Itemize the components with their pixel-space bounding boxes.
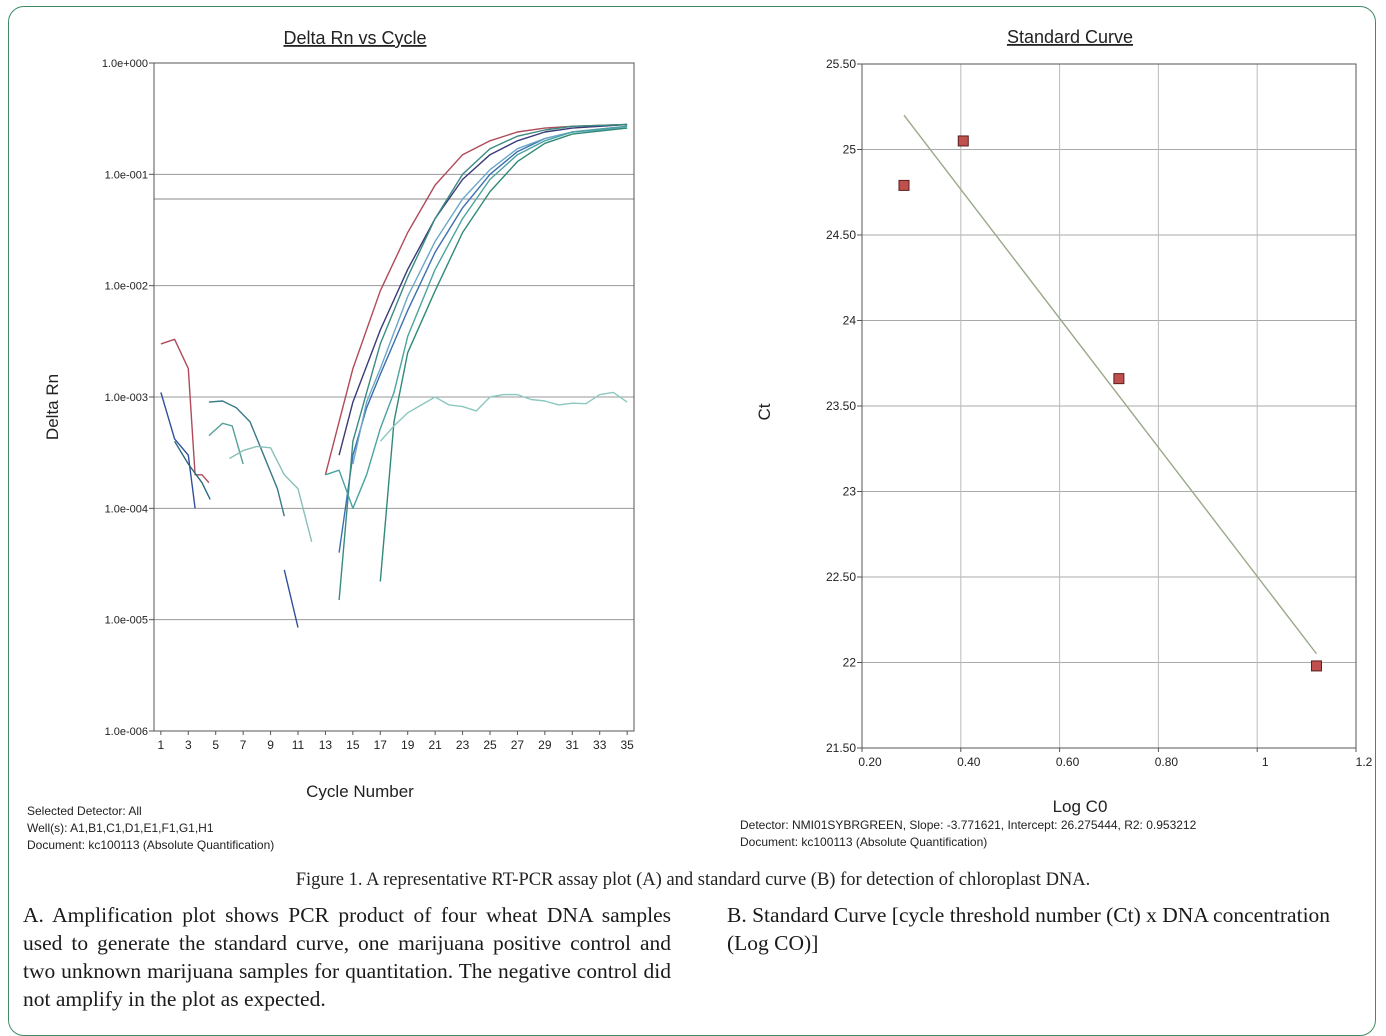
y-tick-label: 22.50 (826, 570, 856, 584)
x-tick-label: 0.80 (1155, 755, 1179, 769)
y-tick-label: 23.50 (826, 399, 856, 413)
x-tick-label: 1 (1262, 755, 1269, 769)
y-tick-label: 25 (843, 143, 857, 157)
y-tick-label: 1.0e-005 (105, 615, 148, 627)
selected-detector-text: Selected Detector: All (27, 804, 142, 818)
chart-b-xlabel: Log C0 (1053, 797, 1108, 816)
y-tick-label: 1.0e-001 (105, 169, 148, 181)
amplification-curve (174, 440, 211, 500)
y-tick-label: 1.0e-003 (105, 392, 148, 404)
fit-line (903, 114, 1318, 655)
y-tick-label: 1.0e-004 (105, 503, 148, 515)
standard-curve-chart: Standard Curve 21.50 22 22.50 23 23.50 24 24.5… (755, 27, 1373, 816)
chart-a-xlabel: Cycle Number (306, 782, 414, 800)
amplification-curve (160, 338, 210, 484)
y-tick-label: 23 (843, 485, 857, 499)
x-tick-label: 5 (212, 738, 219, 752)
chart-a-ylabel: Delta Rn (43, 374, 62, 440)
x-tick-label: 0.20 (858, 755, 882, 769)
amplification-curve (379, 127, 628, 582)
y-tick-label: 24.50 (826, 228, 856, 242)
right-chart-metadata: Detector: NMI01SYBRGREEN, Slope: -3.7716… (740, 817, 1196, 851)
y-tick-label: 1.0e-002 (105, 281, 148, 293)
x-tick-label: 31 (566, 738, 580, 752)
left-chart-metadata: Selected Detector: All Well(s): A1,B1,C1… (27, 803, 274, 854)
y-tick-label: 22 (843, 656, 857, 670)
amplification-curve (160, 392, 196, 509)
data-point (1113, 373, 1125, 385)
chart-b-y-ticks: 21.50 22 22.50 23 23.50 24 24.50 25 25.50 (826, 57, 862, 755)
chart-b-ylabel: Ct (755, 403, 774, 420)
panel-b-description: B. Standard Curve [cycle threshold numbe… (727, 903, 1331, 955)
amplification-curve (352, 127, 628, 465)
amplification-curve (283, 569, 299, 628)
amplification-curve (208, 400, 285, 517)
x-tick-label: 33 (593, 738, 607, 752)
figure-caption: Figure 1. A representative RT-PCR assay … (295, 870, 1091, 890)
chart-a-x-ticks: 1 3 5 7 9 11 13 15 17 19 21 23 25 27 29 31 33 35 (158, 731, 634, 752)
chart-a-y-ticks: 1.0e-006 1.0e-005 1.0e-004 1.0e-003 1.0e-002… (102, 58, 154, 738)
data-point (898, 179, 910, 191)
x-tick-label: 21 (428, 738, 442, 752)
x-tick-label: 25 (483, 738, 497, 752)
chart-b-x-ticks: 0.20 0.40 0.60 0.80 1 1.2 (858, 748, 1373, 769)
x-tick-label: 19 (401, 738, 415, 752)
document-text: Document: kc100113 (Absolute Quantificat… (27, 838, 275, 852)
amplification-curve (229, 445, 313, 542)
x-tick-label: 1 (158, 738, 165, 752)
x-tick-label: 29 (538, 738, 552, 752)
x-tick-label: 0.60 (1056, 755, 1080, 769)
amplification-curve (325, 125, 628, 509)
amplification-curve (379, 391, 628, 442)
x-tick-label: 23 (456, 738, 470, 752)
x-tick-label: 9 (267, 738, 274, 752)
delta-rn-chart: Delta Rn vs Cycle 1.0e-0061.0e-0051.0e-0… (43, 28, 635, 800)
y-tick-label: 1.0e+000 (102, 58, 148, 70)
x-tick-label: 15 (346, 738, 360, 752)
x-tick-label: 35 (620, 738, 634, 752)
x-tick-label: 17 (374, 738, 388, 752)
y-tick-label: 24 (843, 314, 857, 328)
chart-b-title: Standard Curve (1007, 27, 1133, 47)
panel-a-description: A. Amplification plot shows PCR product … (23, 903, 671, 1011)
data-point (957, 135, 969, 147)
amplification-curve (338, 123, 628, 456)
wells-text: Well(s): A1,B1,C1,D1,E1,F1,G1,H1 (27, 821, 214, 835)
chart-a-grid (154, 173, 634, 621)
amplification-curve (324, 123, 628, 475)
amplification-curve (338, 123, 628, 601)
x-tick-label: 0.40 (957, 755, 981, 769)
chart-a-title: Delta Rn vs Cycle (283, 28, 426, 48)
chart-a-series (160, 123, 628, 628)
x-tick-label: 11 (292, 738, 305, 752)
amplification-curve (208, 422, 244, 465)
y-tick-label: 1.0e-006 (105, 726, 148, 738)
document-text: Document: kc100113 (Absolute Quantificat… (740, 835, 988, 849)
detector-stats-text: Detector: NMI01SYBRGREEN, Slope: -3.7716… (740, 818, 1197, 832)
x-tick-label: 27 (511, 738, 525, 752)
x-tick-label: 3 (185, 738, 192, 752)
data-point (1310, 660, 1322, 672)
x-tick-label: 13 (319, 738, 333, 752)
chart-b-grid (862, 64, 1356, 748)
x-tick-label: 1.2 (1356, 755, 1373, 769)
y-tick-label: 21.50 (826, 741, 856, 755)
chart-b-points (898, 135, 1322, 672)
x-tick-label: 7 (240, 738, 247, 752)
y-tick-label: 25.50 (826, 57, 856, 71)
